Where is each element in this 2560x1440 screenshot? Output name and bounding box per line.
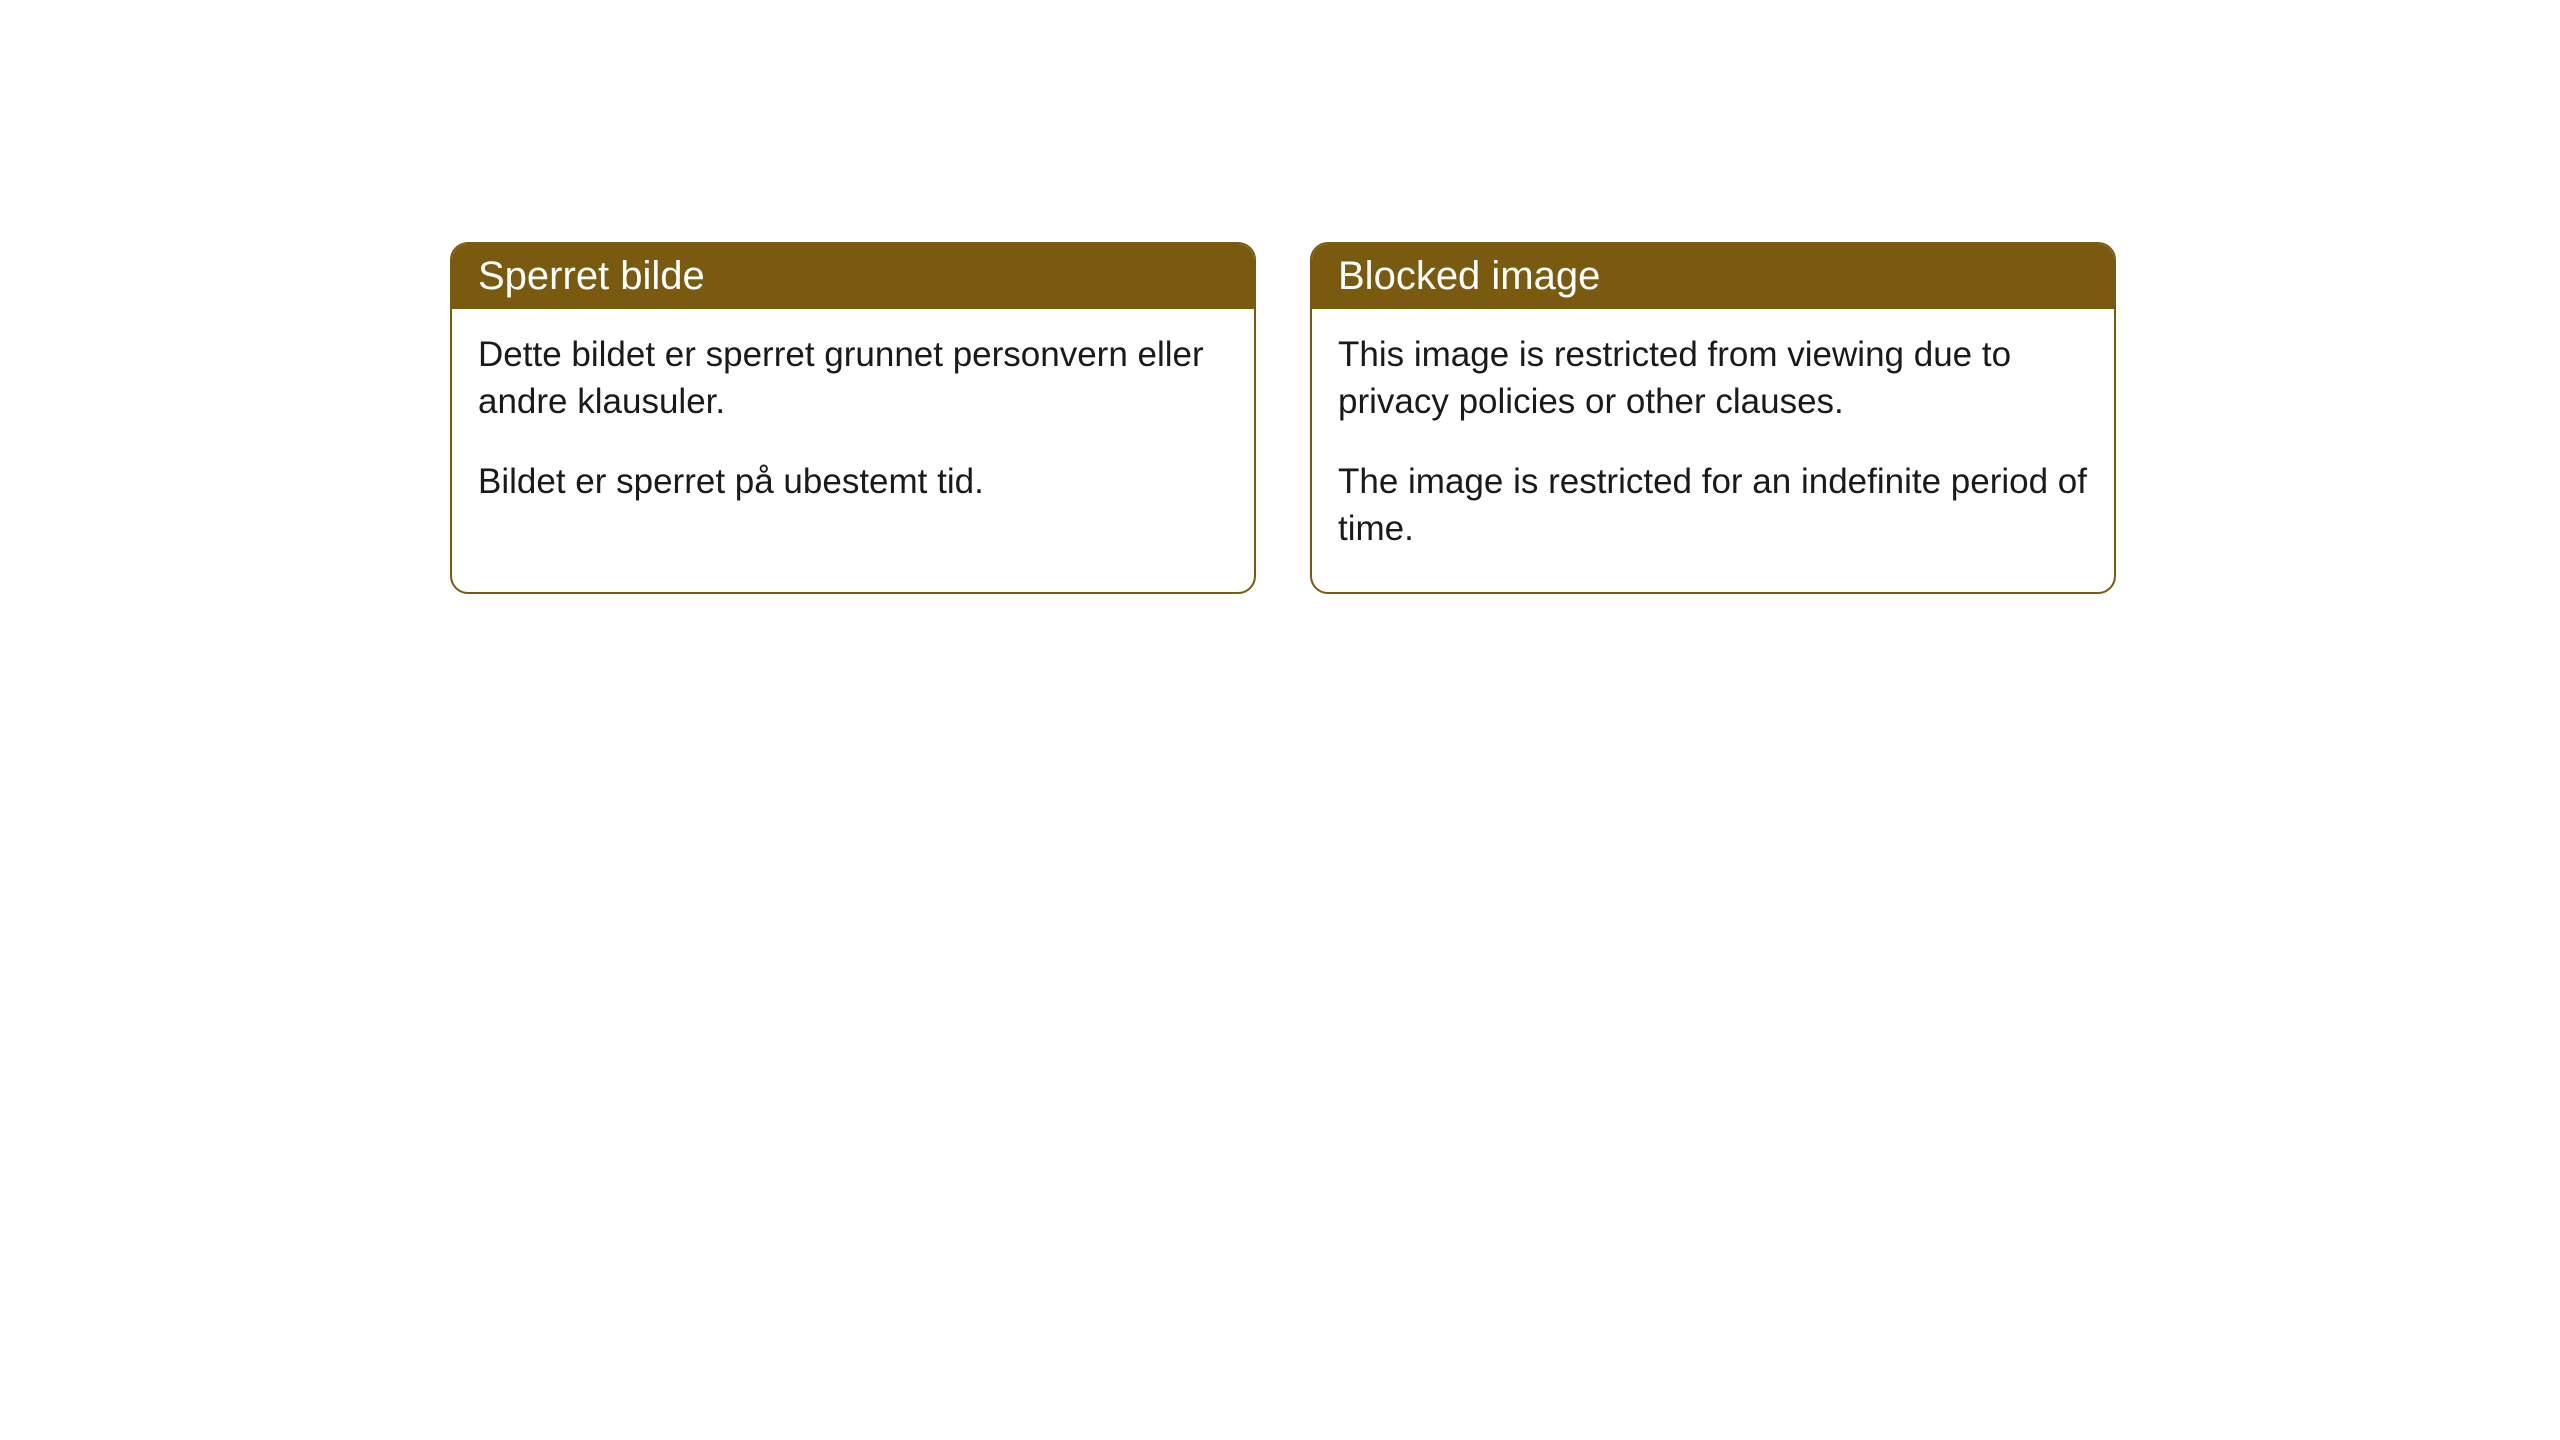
card-paragraph2-english: The image is restricted for an indefinit… bbox=[1338, 458, 2088, 553]
card-header-english: Blocked image bbox=[1312, 244, 2114, 309]
cards-container: Sperret bilde Dette bildet er sperret gr… bbox=[0, 0, 2560, 594]
card-title-norwegian: Sperret bilde bbox=[478, 254, 705, 298]
card-paragraph1-norwegian: Dette bildet er sperret grunnet personve… bbox=[478, 331, 1228, 426]
card-english: Blocked image This image is restricted f… bbox=[1310, 242, 2116, 594]
card-body-english: This image is restricted from viewing du… bbox=[1312, 309, 2114, 592]
card-paragraph1-english: This image is restricted from viewing du… bbox=[1338, 331, 2088, 426]
card-header-norwegian: Sperret bilde bbox=[452, 244, 1254, 309]
card-norwegian: Sperret bilde Dette bildet er sperret gr… bbox=[450, 242, 1256, 594]
card-title-english: Blocked image bbox=[1338, 254, 1600, 298]
card-paragraph2-norwegian: Bildet er sperret på ubestemt tid. bbox=[478, 458, 1228, 505]
card-body-norwegian: Dette bildet er sperret grunnet personve… bbox=[452, 309, 1254, 545]
